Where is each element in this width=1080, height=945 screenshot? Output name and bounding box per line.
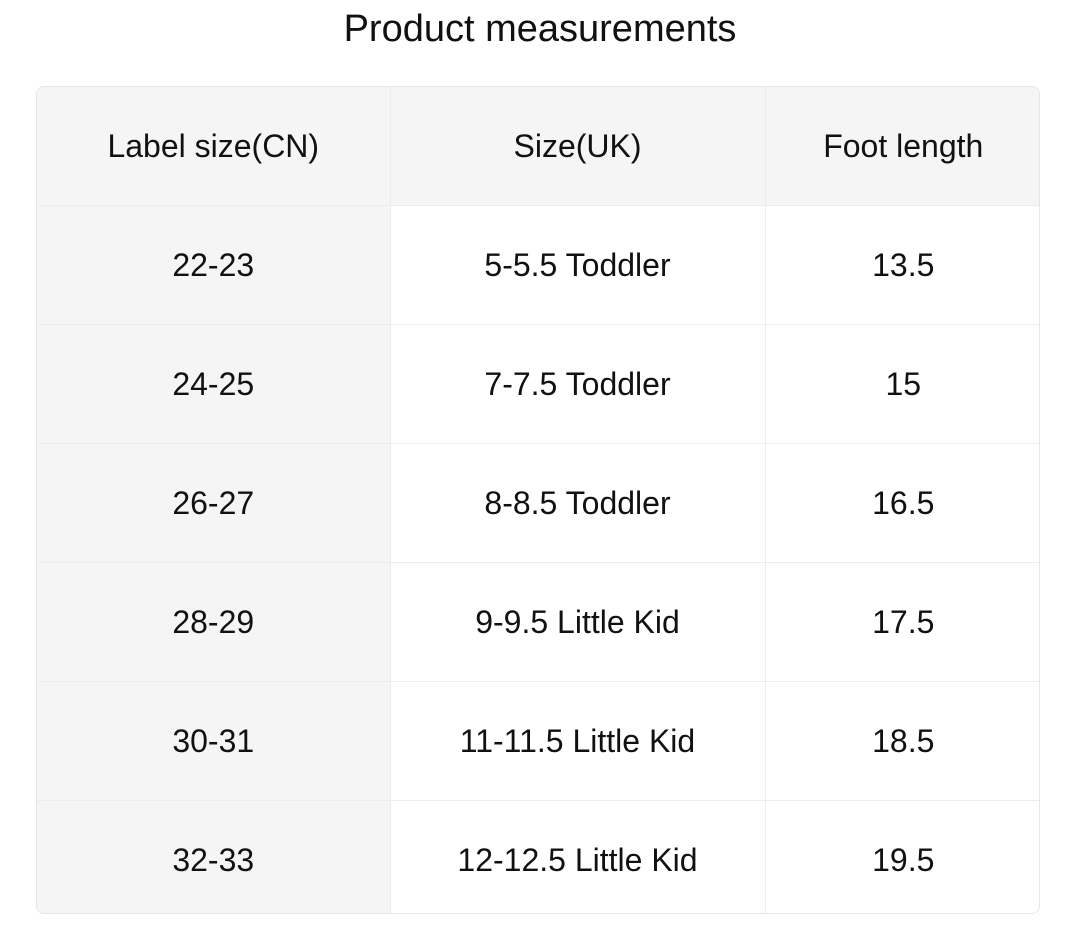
table-cell: 5-5.5 Toddler [389,205,766,325]
table-row: 26-27 8-8.5 Toddler 16.5 [37,443,1039,563]
table-row: 24-25 7-7.5 Toddler 15 [37,324,1039,444]
table-cell: 30-31 [37,681,391,801]
table-cell: 7-7.5 Toddler [389,324,766,444]
header-row: Label size(CN) Size(UK) Foot length [37,87,1039,206]
table-cell: 12-12.5 Little Kid [389,800,766,913]
header-cell: Label size(CN) [37,87,391,206]
table-cell: 13.5 [764,205,1039,325]
table-cell: 16.5 [764,443,1039,563]
table-row: 22-23 5-5.5 Toddler 13.5 [37,205,1039,325]
table-cell: 15 [764,324,1039,444]
page-title: Product measurements [343,8,737,50]
header-cell: Size(UK) [389,87,766,206]
size-table: Label size(CN) Size(UK) Foot length 22-2… [36,86,1040,914]
table-cell: 17.5 [764,562,1039,682]
table-cell: 9-9.5 Little Kid [389,562,766,682]
table-cell: 18.5 [764,681,1039,801]
table-cell: 19.5 [764,800,1039,913]
table-row: 30-31 11-11.5 Little Kid 18.5 [37,681,1039,801]
table-row: 28-29 9-9.5 Little Kid 17.5 [37,562,1039,682]
table-cell: 22-23 [37,205,391,325]
table-cell: 28-29 [37,562,391,682]
table-cell: 24-25 [37,324,391,444]
table-cell: 11-11.5 Little Kid [389,681,766,801]
table-cell: 8-8.5 Toddler [389,443,766,563]
table-cell: 26-27 [37,443,391,563]
table-row: 32-33 12-12.5 Little Kid 19.5 [37,800,1039,913]
header-cell: Foot length [764,87,1039,206]
table-cell: 32-33 [37,800,391,913]
